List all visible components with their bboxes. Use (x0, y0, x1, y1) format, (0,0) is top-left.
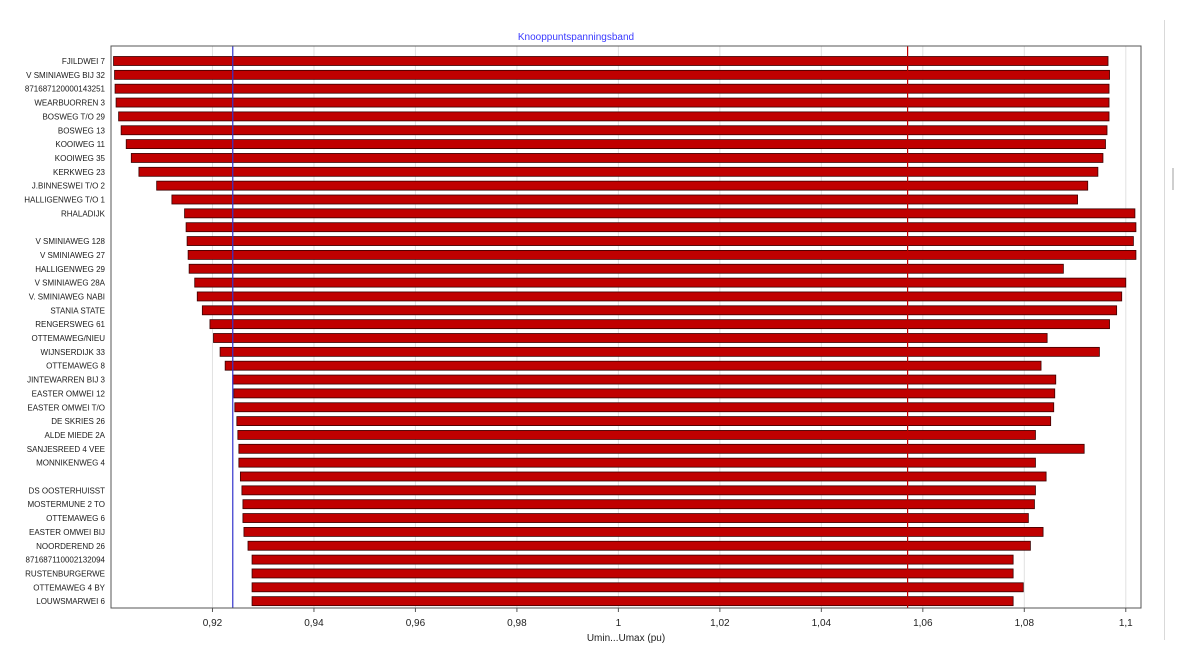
category-label: ALDE MIEDE 2A (45, 431, 106, 440)
voltage-range-bar (125, 139, 1106, 150)
category-label: V SMINIAWEG 28A (35, 279, 106, 288)
category-label: BOSWEG 13 (58, 126, 106, 135)
x-tick-label: 1,08 (1015, 618, 1035, 629)
voltage-range-bar (233, 388, 1056, 399)
category-label: FJILDWEI 7 (62, 57, 106, 66)
category-label: DS OOSTERHUISST (29, 486, 106, 495)
voltage-range-bar (194, 277, 1127, 288)
voltage-range-bar (213, 333, 1048, 343)
voltage-range-bar (247, 540, 1031, 551)
voltage-range-bar (238, 443, 1085, 454)
x-tick-label: 0,98 (507, 618, 527, 629)
plot-frame (110, 45, 1142, 609)
voltage-range-bar (138, 166, 1099, 177)
voltage-range-bar (201, 305, 1118, 316)
category-label: MOSTERMUNE 2 TO (28, 500, 106, 509)
voltage-range-bar (120, 125, 1108, 136)
x-tick-label: 1,02 (710, 618, 730, 629)
voltage-range-bar (242, 499, 1035, 510)
category-label: OTTEMAWEG/NIEU (32, 334, 106, 343)
category-label: LOUWSMARWEI 6 (36, 597, 105, 606)
voltage-range-bar (251, 554, 1014, 565)
category-label: V. SMINIAWEG NABI (29, 292, 105, 301)
voltage-range-bar (171, 194, 1078, 205)
voltage-range-bar (251, 582, 1024, 593)
category-label: V SMINIAWEG 128 (36, 237, 106, 246)
bars-layer (113, 56, 1137, 607)
voltage-range-bar (118, 111, 1110, 122)
voltage-range-bar (130, 153, 1104, 163)
category-label: J.BINNESWEI T/O 2 (32, 182, 106, 191)
voltage-range-bar (185, 222, 1137, 233)
voltage-range-bar (243, 527, 1044, 537)
voltage-range-bar (242, 513, 1029, 523)
category-label: SANJESREED 4 VEE (27, 445, 105, 454)
category-label: KOOIWEG 35 (55, 154, 106, 163)
x-axis-ticks-layer: 0,92 0,94 0,96 0,98 1 1,02 1,04 1,06 1,08 1,1 (203, 608, 1133, 629)
chart-title: Knooppuntspanningsband (518, 32, 634, 43)
category-label: BOSWEG T/O 29 (42, 112, 105, 121)
category-label: HALLIGENWEG T/O 1 (24, 196, 105, 205)
category-label: WEARBUORREN 3 (34, 99, 105, 108)
voltage-range-bar (219, 346, 1100, 357)
voltage-range-bar (209, 319, 1110, 330)
voltage-range-bar (251, 568, 1014, 579)
category-label: EASTER OMWEI T/O (27, 403, 105, 412)
category-label: RUSTENBURGERWE (25, 569, 105, 578)
category-labels-layer: FJILDWEI 7 V SMINIAWEG BIJ 32 871687120000… (24, 57, 105, 606)
voltage-range-bar (236, 416, 1052, 427)
category-label: KOOIWEG 11 (55, 140, 105, 149)
category-label: OTTEMAWEG 6 (46, 514, 105, 523)
voltage-range-bar (115, 97, 1110, 108)
category-label: WIJNSERDIJK 33 (41, 348, 106, 357)
category-label: NOORDEREND 26 (36, 542, 105, 551)
category-label: EASTER OMWEI BIJ (29, 528, 105, 537)
x-tick-label: 0,96 (406, 618, 426, 629)
reference-lines-layer (232, 46, 909, 608)
category-label: RENGERSWEG 61 (35, 320, 105, 329)
category-label: 871687110002132094 (26, 556, 106, 565)
voltage-range-bar (114, 83, 1110, 94)
voltage-range-bar (251, 596, 1014, 607)
category-label: HALLIGENWEG 29 (35, 265, 105, 274)
voltage-range-bar (232, 374, 1057, 385)
category-label: OTTEMAWEG 8 (46, 362, 105, 371)
category-label: STANIA STATE (50, 306, 105, 315)
x-tick-label: 0,92 (203, 618, 223, 629)
category-label: MONNIKENWEG 4 (36, 459, 105, 468)
voltage-range-bar (239, 471, 1047, 482)
voltage-range-bar (156, 180, 1089, 191)
category-label: V SMINIAWEG BIJ 32 (26, 71, 105, 80)
category-label: DE SKRIES 26 (51, 417, 105, 426)
category-label: JINTEWARREN BIJ 3 (27, 376, 105, 385)
category-label: RHALADIJK (61, 209, 106, 218)
x-tick-label: 0,94 (304, 618, 324, 629)
category-label: KERKWEG 23 (53, 168, 106, 177)
voltage-range-bar (196, 291, 1123, 302)
category-label: V SMINIAWEG 27 (40, 251, 106, 260)
category-label: 871687120000143251 (25, 85, 106, 94)
voltage-range-bar (224, 360, 1042, 371)
voltage-range-bar (187, 249, 1137, 260)
voltage-range-bar (114, 69, 1110, 80)
voltage-range-bar (113, 56, 1109, 66)
window-edge-divider (1164, 20, 1165, 640)
voltage-range-bar (237, 430, 1036, 440)
voltage-range-bar (186, 236, 1134, 246)
x-tick-label: 1,04 (812, 618, 832, 629)
voltage-range-bar (234, 402, 1055, 413)
voltage-range-bar (188, 263, 1064, 274)
x-axis-title: Umin...Umax (pu) (587, 633, 665, 644)
scrollbar-stub[interactable] (1172, 168, 1174, 190)
voltage-range-bar (238, 457, 1036, 468)
x-tick-label: 1,1 (1119, 618, 1133, 629)
x-tick-label: 1,06 (913, 618, 933, 629)
voltage-range-bar (241, 485, 1036, 496)
voltage-range-bar (184, 208, 1136, 219)
category-label: EASTER OMWEI 12 (32, 389, 106, 398)
x-tick-label: 1 (616, 618, 622, 629)
category-label: OTTEMAWEG 4 BY (33, 583, 105, 592)
